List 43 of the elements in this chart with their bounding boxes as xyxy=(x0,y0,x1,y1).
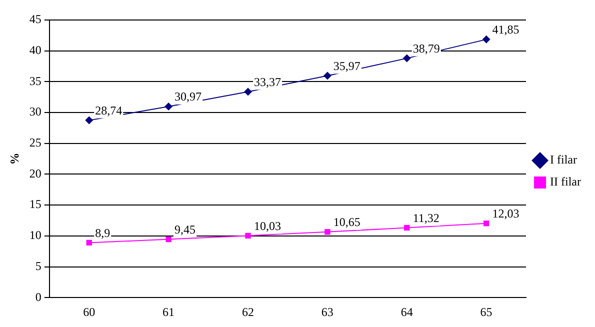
point xyxy=(323,72,332,80)
point xyxy=(164,102,173,111)
data-label: 10,65 xyxy=(333,215,360,230)
point xyxy=(482,35,490,44)
y-tick-label: 45 xyxy=(29,12,42,26)
y-tick-label: 40 xyxy=(29,43,42,57)
y-tick-label: 15 xyxy=(29,197,42,212)
x-tick-label: 65 xyxy=(480,304,492,319)
data-label: 10,03 xyxy=(254,218,281,233)
data-label: 12,03 xyxy=(492,206,520,221)
data-label: 9,45 xyxy=(174,222,196,236)
data-label: 35,97 xyxy=(333,58,360,73)
x-tick-label: 63 xyxy=(321,304,334,319)
y-tick-label: 0 xyxy=(35,290,42,304)
x-tick-label: 61 xyxy=(162,304,175,319)
y-axis-title: % xyxy=(7,152,22,165)
data-label: 11,32 xyxy=(412,210,440,225)
data-label: 33,37 xyxy=(254,74,281,89)
point xyxy=(85,116,94,124)
y-tick-label: 20 xyxy=(29,166,42,180)
data-label: 30,97 xyxy=(174,90,202,104)
y-tick-label: 5 xyxy=(35,258,42,273)
point xyxy=(166,236,172,242)
x-tick-label: 62 xyxy=(242,304,254,319)
legend-label: II filar xyxy=(550,174,582,189)
point xyxy=(402,54,411,62)
point xyxy=(324,229,330,235)
point xyxy=(404,224,410,231)
data-label: 8,9 xyxy=(95,226,110,240)
legend-label: I filar xyxy=(550,152,578,167)
point xyxy=(244,88,252,96)
y-tick-label: 35 xyxy=(29,74,42,88)
point xyxy=(86,240,92,246)
x-tick-label: 64 xyxy=(400,304,413,319)
y-tick-label: 25 xyxy=(29,136,42,150)
y-tick-label: 10 xyxy=(29,228,42,242)
data-label: 41,85 xyxy=(492,22,520,37)
x-tick-label: 60 xyxy=(83,304,96,319)
point xyxy=(245,232,251,239)
data-label: 38,79 xyxy=(412,41,440,56)
point xyxy=(483,220,490,226)
y-tick-label: 30 xyxy=(29,104,42,119)
data-label: 28,74 xyxy=(95,103,122,118)
